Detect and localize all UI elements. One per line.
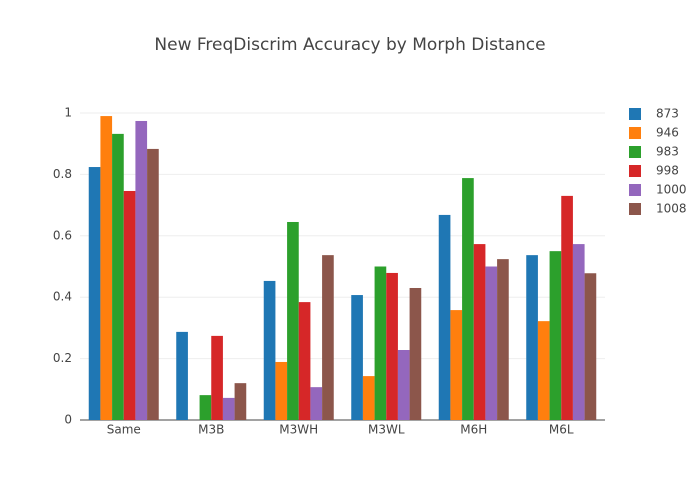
bar bbox=[526, 255, 538, 420]
legend-label: 873 bbox=[656, 107, 679, 121]
y-tick-label: 0.8 bbox=[53, 167, 72, 181]
y-tick-label: 0.4 bbox=[53, 290, 72, 304]
bar bbox=[135, 120, 148, 421]
bar bbox=[287, 221, 299, 420]
bar bbox=[450, 310, 463, 420]
y-tick-label: 0.2 bbox=[53, 351, 72, 365]
y-tick-label: 1 bbox=[64, 106, 72, 120]
bar bbox=[497, 259, 509, 420]
x-tick-label: M3WL bbox=[368, 423, 405, 437]
x-tick-label: Same bbox=[107, 423, 141, 437]
bar bbox=[147, 148, 159, 420]
bar bbox=[176, 331, 188, 420]
bar bbox=[222, 397, 235, 420]
bar bbox=[123, 190, 136, 420]
bar bbox=[561, 195, 573, 420]
bar bbox=[584, 273, 597, 420]
bar bbox=[275, 361, 288, 420]
bar bbox=[409, 287, 422, 420]
legend-swatch bbox=[629, 127, 641, 139]
bar bbox=[462, 178, 474, 420]
y-tick-label: 0.6 bbox=[53, 228, 72, 242]
bar bbox=[374, 266, 387, 420]
x-tick-label: M3B bbox=[198, 423, 224, 437]
bar bbox=[88, 167, 101, 420]
bar bbox=[199, 395, 212, 420]
bar bbox=[263, 280, 276, 420]
x-tick-label: M6L bbox=[549, 423, 574, 437]
legend-swatch bbox=[629, 203, 641, 215]
legend-swatch bbox=[629, 165, 641, 177]
bar bbox=[537, 321, 550, 420]
legend-swatch bbox=[629, 146, 641, 158]
bar bbox=[572, 244, 585, 420]
legend-label: 998 bbox=[656, 164, 679, 178]
bar bbox=[549, 251, 562, 420]
legend-label: 1008 bbox=[656, 202, 687, 216]
x-tick-label: M3WH bbox=[279, 423, 318, 437]
bar bbox=[112, 133, 124, 420]
bar bbox=[473, 244, 486, 420]
legend-swatch bbox=[629, 108, 641, 120]
legend-label: 1000 bbox=[656, 183, 687, 197]
x-tick-label: M6H bbox=[460, 423, 487, 437]
bar bbox=[322, 255, 334, 420]
chart-title: New FreqDiscrim Accuracy by Morph Distan… bbox=[154, 35, 545, 55]
bar bbox=[438, 214, 451, 420]
bar bbox=[298, 302, 311, 420]
bar bbox=[100, 116, 113, 420]
bar bbox=[234, 383, 247, 420]
bar bbox=[362, 376, 375, 420]
bar bbox=[485, 266, 498, 420]
legend-label: 946 bbox=[656, 126, 679, 140]
bar bbox=[211, 335, 223, 420]
legend-swatch bbox=[629, 184, 641, 196]
bar bbox=[386, 272, 398, 420]
legend-label: 983 bbox=[656, 145, 679, 159]
bar bbox=[351, 295, 363, 420]
y-tick-label: 0 bbox=[64, 413, 72, 427]
bar bbox=[310, 387, 323, 420]
bar bbox=[397, 350, 410, 420]
